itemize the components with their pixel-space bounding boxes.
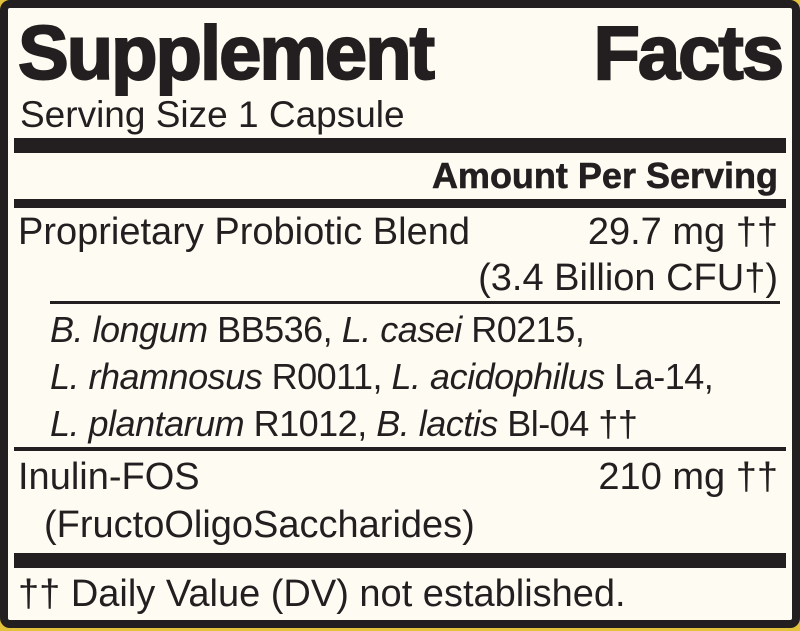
title-word-facts: Facts — [592, 11, 785, 97]
blend-cfu: (3.4 Billion CFU†) — [478, 257, 778, 299]
divider-rule-full — [14, 447, 786, 451]
strain-code: La-14, — [604, 356, 714, 397]
blend-name: Proprietary Probiotic Blend — [18, 211, 470, 253]
strain-species: B. longum — [50, 309, 208, 350]
strain-species: L. acidophilus — [391, 356, 606, 397]
page-title: Supplement Facts — [14, 11, 786, 97]
strain-species: L. plantarum — [50, 403, 245, 444]
amount-per-serving-header: Amount Per Serving — [431, 155, 779, 197]
divider-bar-thick-top — [14, 138, 786, 153]
blend-row: Proprietary Probiotic Blend 29.7 mg †† — [14, 208, 786, 256]
inulin-amount: 210 mg †† — [598, 456, 778, 498]
daily-value-footnote: †† Daily Value (DV) not established. — [18, 573, 626, 615]
inulin-name: Inulin-FOS — [18, 456, 200, 498]
strain-species: B. lactis — [376, 403, 498, 444]
panel-inner: Supplement Facts Serving Size 1 Capsule … — [8, 11, 792, 624]
strain-species: L. rhamnosus — [50, 356, 263, 397]
blend-amount: 29.7 mg †† — [587, 211, 778, 253]
strain-code: BB536, — [207, 309, 342, 350]
strain-code: R0215, — [461, 309, 585, 350]
divider-rule-indented — [50, 301, 780, 304]
serving-size-text: Serving Size 1 Capsule — [20, 94, 405, 135]
divider-bar-medium — [14, 199, 786, 208]
strain-line-3: L. plantarum R1012, B. lactis Bl-04 †† — [14, 400, 786, 447]
strain-code: Bl-04 †† — [497, 403, 638, 444]
strain-line-1: B. longum BB536, L. casei R0215, — [14, 306, 786, 353]
inulin-row: Inulin-FOS 210 mg †† — [14, 453, 786, 501]
inulin-subtext: (FructoOligoSaccharides) — [44, 504, 475, 546]
strain-code: R1012, — [244, 403, 377, 444]
strain-code: R0011, — [262, 356, 392, 397]
strain-line-2: L. rhamnosus R0011, L. acidophilus La-14… — [14, 353, 786, 400]
title-word-supplement: Supplement — [17, 11, 436, 97]
divider-bar-thick-bottom — [14, 553, 786, 568]
strain-species: L. casei — [341, 309, 463, 350]
